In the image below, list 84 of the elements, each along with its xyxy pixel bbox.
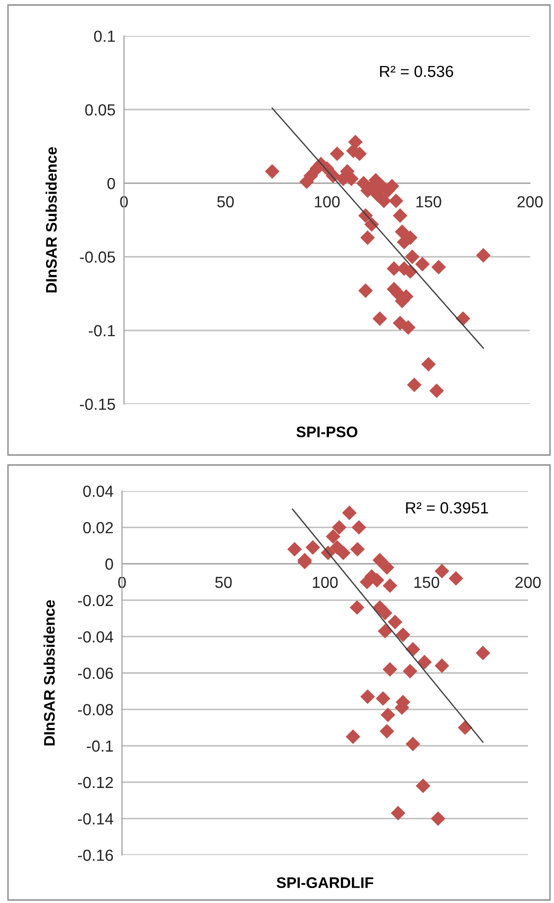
point (476, 248, 491, 263)
y-tick-label: -0.06 (78, 668, 113, 679)
y-axis-title: DInSAR Subsidence (44, 600, 55, 746)
point (434, 658, 450, 674)
x-tick-label: 150 (416, 196, 442, 208)
point (390, 806, 406, 820)
point (306, 540, 320, 555)
point (358, 283, 373, 298)
point (372, 552, 388, 568)
point (415, 256, 430, 272)
x-axis-title: SPI-GARDLIF (276, 877, 374, 888)
y-tick-label: 0.1 (94, 30, 115, 42)
x-tick-label: 50 (215, 576, 232, 588)
point (380, 724, 394, 739)
y-tick-label: -0.02 (78, 594, 113, 606)
point (406, 736, 420, 752)
point (376, 194, 392, 208)
point (350, 542, 365, 557)
point (264, 164, 280, 179)
point (350, 600, 364, 615)
point (336, 546, 351, 560)
x-tick-label: 50 (217, 196, 234, 208)
point (352, 520, 366, 535)
point (378, 606, 392, 620)
y-tick-label: -0.14 (78, 813, 114, 825)
point (476, 646, 490, 660)
point (392, 208, 408, 223)
point (429, 383, 444, 398)
y-tick-label: 0 (105, 558, 114, 570)
y-axis-title: DInSAR Subsidence (46, 147, 57, 292)
x-axis-title: SPI-PSO (296, 426, 358, 438)
point (417, 654, 432, 670)
y-tick-label: 0.05 (85, 104, 115, 116)
point (360, 574, 374, 590)
point (386, 261, 402, 276)
annotation: R² = 0.3951 (406, 502, 488, 514)
y-tick-label: 0.02 (83, 522, 113, 534)
y-tick-label: -0.12 (78, 776, 113, 788)
point (287, 542, 302, 557)
point (394, 224, 410, 240)
point (406, 642, 420, 657)
point (396, 627, 410, 642)
point (402, 664, 418, 678)
point (434, 564, 450, 578)
x-tick-label: 100 (314, 196, 340, 208)
point (372, 311, 388, 326)
y-tick-label: -0.15 (80, 398, 115, 410)
annotation: R² = 0.536 (380, 66, 454, 78)
x-tick-label: 100 (312, 576, 338, 588)
y-tick-label: 0.04 (83, 486, 114, 497)
y-tick-label: -0.08 (78, 704, 113, 716)
point (388, 194, 404, 208)
point (388, 614, 402, 630)
point (332, 520, 346, 535)
point (404, 250, 420, 264)
point (346, 729, 360, 744)
x-tick-label: 150 (414, 576, 440, 588)
point (448, 571, 464, 586)
point (348, 134, 363, 150)
point (342, 506, 357, 520)
point (376, 691, 390, 706)
y-tick-label: -0.16 (78, 850, 113, 861)
y-tick-label: -0.1 (86, 740, 113, 752)
point (382, 578, 398, 593)
point (360, 689, 375, 704)
point (380, 560, 394, 575)
point (326, 529, 340, 544)
x-tick-label: 200 (515, 576, 541, 588)
point (360, 230, 375, 245)
y-tick-label: -0.05 (80, 251, 115, 263)
point (431, 260, 446, 274)
y-tick-label: 0 (107, 178, 116, 190)
point (382, 662, 398, 677)
x-tick-label: 200 (517, 196, 543, 208)
point (380, 708, 396, 722)
point (416, 778, 430, 794)
y-tick-label: -0.04 (78, 631, 114, 643)
point (407, 378, 422, 392)
point (400, 320, 416, 335)
point (421, 356, 436, 372)
point (378, 624, 392, 638)
point (430, 811, 446, 826)
y-tick-label: -0.1 (88, 325, 115, 336)
point (330, 146, 344, 162)
